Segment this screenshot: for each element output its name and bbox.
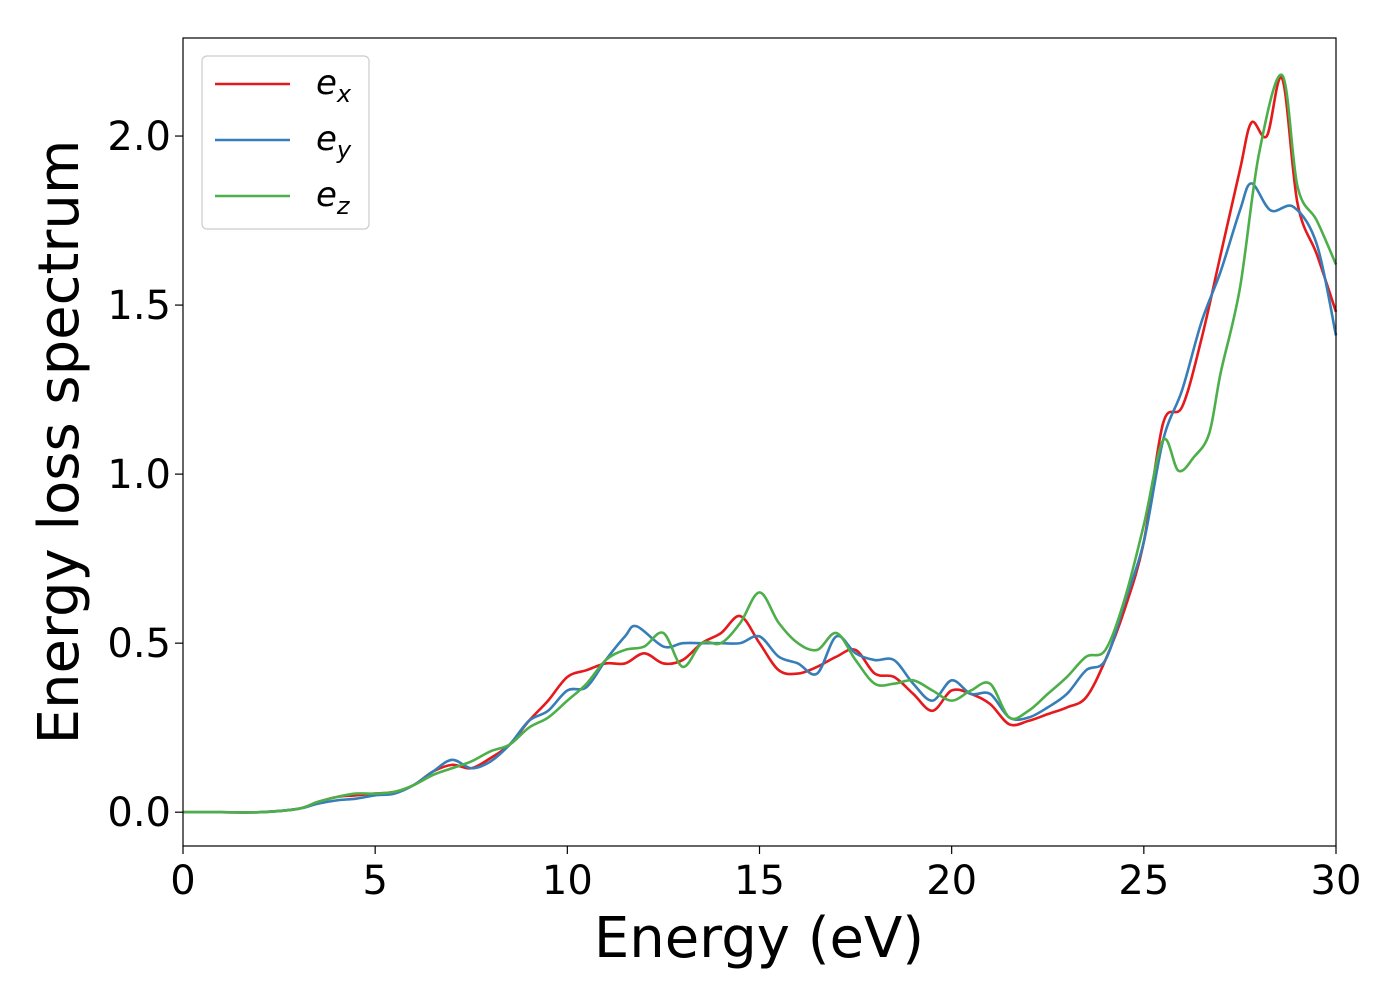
x-tick-label: 5 — [362, 858, 387, 904]
legend-label-z: ez — [316, 175, 351, 220]
x-tick-label: 20 — [926, 858, 977, 904]
y-axis: 0.0 0.5 1.0 1.5 2.0 — [107, 114, 183, 836]
x-axis: 0 5 10 15 20 25 30 — [170, 846, 1361, 904]
x-tick-label: 30 — [1311, 858, 1362, 904]
x-axis-label: Energy (eV) — [594, 906, 924, 971]
x-tick-label: 10 — [542, 858, 593, 904]
series-line-y — [183, 182, 1338, 814]
y-tick-label: 0.0 — [107, 790, 171, 836]
legend: ex ey ez — [201, 55, 370, 230]
y-tick-label: 2.0 — [107, 114, 171, 160]
legend-label-x: ex — [316, 63, 352, 108]
x-tick-label: 0 — [170, 858, 195, 904]
x-tick-label: 15 — [734, 858, 785, 904]
plot-area — [183, 38, 1336, 846]
y-tick-label: 0.5 — [107, 621, 171, 667]
x-tick-label: 25 — [1118, 858, 1169, 904]
series-layer — [183, 73, 1338, 814]
legend-box — [201, 55, 370, 230]
y-tick-label: 1.0 — [107, 452, 171, 498]
y-axis-label: Energy loss spectrum — [27, 140, 92, 745]
legend-label-y: ey — [316, 119, 352, 164]
y-tick-label: 1.5 — [107, 283, 171, 329]
series-line-z — [183, 73, 1338, 814]
